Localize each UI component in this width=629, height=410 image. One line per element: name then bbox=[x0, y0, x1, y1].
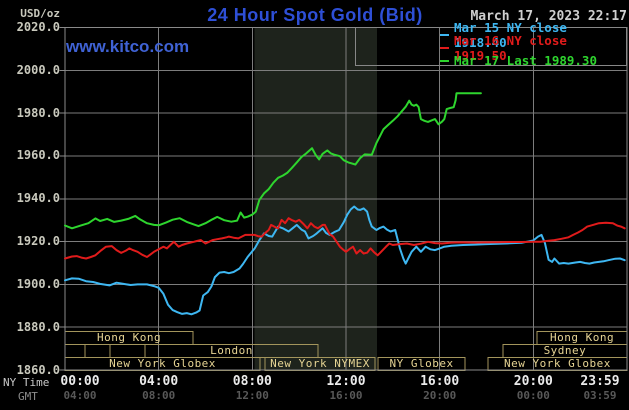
time-tick-gmt: 12:00 bbox=[235, 389, 269, 402]
legend-label: Mar 15 NY close 1918.40 bbox=[454, 19, 567, 50]
legend-line-swatch bbox=[440, 59, 449, 62]
x-axis-gmt-label: GMT bbox=[18, 390, 38, 403]
time-tick-gmt: 04:00 bbox=[63, 389, 97, 402]
price-axis-label: 1880.0 bbox=[16, 319, 60, 334]
session-box bbox=[84, 344, 111, 358]
session-label: London bbox=[210, 344, 253, 357]
plot-border bbox=[64, 27, 628, 371]
series-line-mar15 bbox=[64, 205, 626, 316]
series-line-mar16 bbox=[64, 217, 626, 260]
time-tick-ny: 12:00 bbox=[326, 374, 366, 389]
session-label: New York Globex bbox=[504, 357, 611, 370]
time-tick-ny: 20:00 bbox=[513, 374, 553, 389]
legend-line-swatch bbox=[440, 33, 449, 36]
legend-row: Mar 16 NY close 1919.50 bbox=[356, 33, 626, 63]
time-tick-ny: 23:59 bbox=[580, 374, 620, 389]
time-tick-gmt: 00:00 bbox=[516, 389, 550, 402]
time-tick-gmt: 20:00 bbox=[423, 389, 457, 402]
chart-legend: Mar 15 NY close 1918.40 Mar 16 NY close 1… bbox=[355, 20, 627, 68]
legend-line-swatch bbox=[440, 46, 449, 49]
kitco-watermark: www.kitco.com bbox=[66, 37, 190, 56]
session-box bbox=[109, 344, 146, 358]
x-axis-ny-time-label: NY Time bbox=[3, 376, 50, 389]
time-tick-gmt: 08:00 bbox=[142, 389, 176, 402]
price-axis-label: 1980.0 bbox=[16, 105, 60, 120]
price-axis-label: 2020.0 bbox=[16, 20, 60, 34]
session-label: New York Globex bbox=[109, 357, 216, 370]
price-axis-label: 1940.0 bbox=[16, 191, 60, 206]
time-tick-ny: 04:00 bbox=[139, 374, 179, 389]
time-tick-ny: 08:00 bbox=[232, 374, 272, 389]
legend-label: Mar 17 Last 1989.30 bbox=[454, 53, 597, 68]
session-box bbox=[64, 344, 86, 358]
time-tick-gmt: 03:59 bbox=[583, 389, 617, 402]
chart-title: 24 Hour Spot Gold (Bid) bbox=[207, 5, 423, 25]
price-axis-label: 1960.0 bbox=[16, 148, 60, 163]
series-line-mar17 bbox=[64, 92, 482, 230]
time-tick-ny: 16:00 bbox=[420, 374, 460, 389]
time-tick-ny: 00:00 bbox=[60, 374, 100, 389]
price-axis-label: 1860.0 bbox=[16, 362, 60, 377]
price-axis-label: 2000.0 bbox=[16, 62, 60, 77]
chart-timestamp: March 17, 2023 22:17 bbox=[470, 9, 627, 24]
price-axis-label: 1900.0 bbox=[16, 276, 60, 291]
legend-row: Mar 17 Last 1989.30 bbox=[356, 53, 626, 68]
session-label: NY Globex bbox=[389, 357, 454, 370]
session-label: New York NYMEX bbox=[270, 357, 370, 370]
session-label: Sydney bbox=[543, 344, 587, 357]
time-tick-gmt: 16:00 bbox=[329, 389, 363, 402]
session-label: Hong Kong bbox=[549, 331, 615, 344]
price-axis-label: 1920.0 bbox=[16, 234, 60, 249]
legend-row: Mar 15 NY close 1918.40 bbox=[356, 20, 626, 50]
session-label: Hong Kong bbox=[96, 331, 162, 344]
legend-label: Mar 16 NY close 1919.50 bbox=[454, 32, 567, 63]
y-axis-unit-label: USD/oz bbox=[20, 7, 60, 20]
